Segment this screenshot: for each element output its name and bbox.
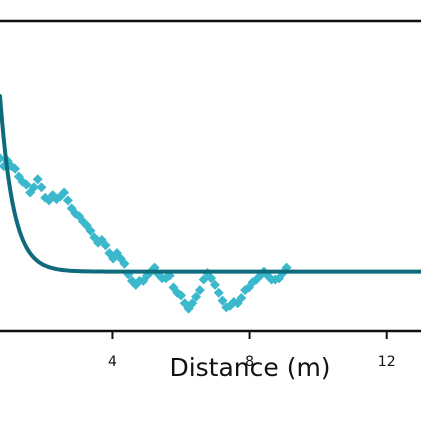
data-point bbox=[247, 277, 258, 288]
data-point bbox=[0, 161, 9, 172]
data-point bbox=[28, 182, 39, 193]
x-tick-label: 12 bbox=[378, 354, 396, 370]
data-point bbox=[59, 187, 70, 198]
data-point bbox=[213, 287, 224, 298]
data-point bbox=[32, 174, 43, 185]
data-point bbox=[104, 248, 115, 259]
data-point bbox=[206, 273, 217, 284]
data-point bbox=[111, 248, 122, 259]
x-axis-ticks: 4 8 12 bbox=[108, 331, 396, 370]
data-point bbox=[198, 274, 209, 285]
data-point bbox=[85, 225, 96, 236]
data-point bbox=[217, 295, 228, 306]
data-point bbox=[119, 258, 130, 269]
data-point bbox=[209, 279, 220, 290]
data-point bbox=[100, 240, 111, 251]
data-point bbox=[176, 290, 187, 301]
data-point bbox=[194, 285, 205, 296]
data-point bbox=[187, 298, 198, 309]
x-axis-label: Distance (m) bbox=[169, 353, 330, 382]
fit-curve bbox=[0, 94, 421, 274]
data-point bbox=[0, 153, 5, 164]
data-point bbox=[236, 293, 247, 304]
data-point bbox=[191, 291, 202, 302]
x-tick-label: 4 bbox=[108, 354, 117, 370]
data-point bbox=[10, 163, 21, 174]
x-tick-label: 8 bbox=[245, 354, 254, 370]
data-point bbox=[21, 179, 32, 190]
scatter-series bbox=[0, 153, 292, 314]
data-point bbox=[62, 195, 73, 206]
data-point bbox=[36, 182, 47, 193]
